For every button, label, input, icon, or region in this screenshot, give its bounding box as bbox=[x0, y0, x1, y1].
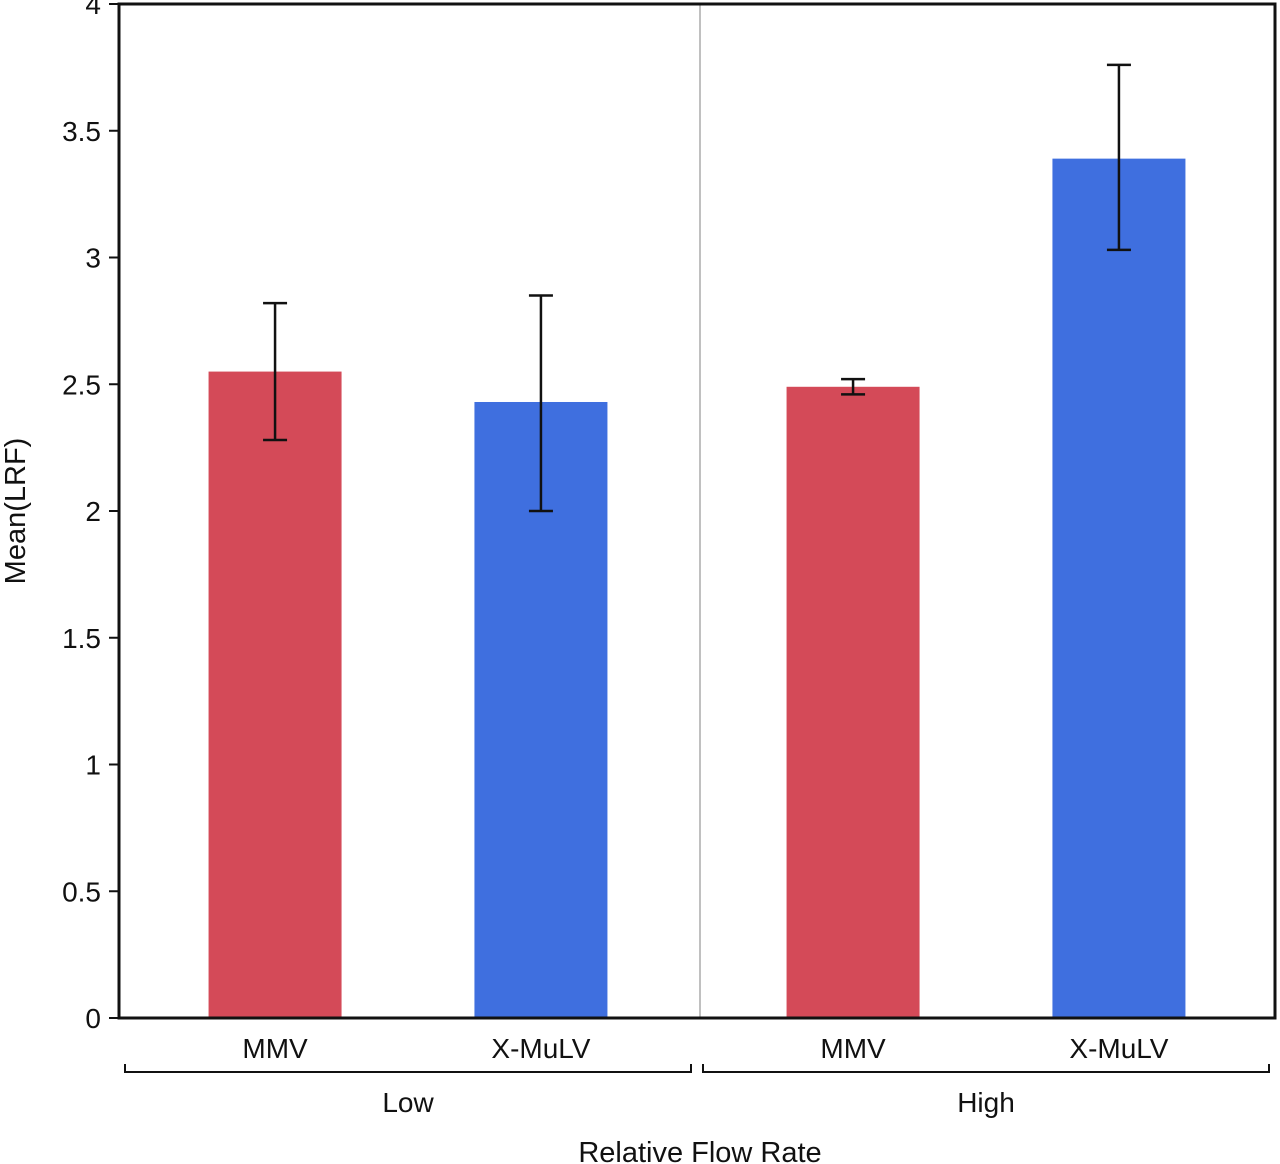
bar-high-x-mulv bbox=[1052, 158, 1186, 1018]
x-category-label: MMV bbox=[242, 1033, 308, 1064]
y-tick-label: 1 bbox=[85, 750, 101, 781]
group-bracket bbox=[124, 1064, 692, 1073]
y-tick-label: 2.5 bbox=[62, 369, 101, 400]
x-category-label: X-MuLV bbox=[1069, 1033, 1168, 1064]
y-tick-label: 3.5 bbox=[62, 116, 101, 147]
y-tick-label: 3 bbox=[85, 243, 101, 274]
x-category-label: X-MuLV bbox=[491, 1033, 590, 1064]
bar-high-mmv bbox=[786, 386, 920, 1018]
x-category-label: MMV bbox=[820, 1033, 886, 1064]
y-tick-label: 0 bbox=[85, 1003, 101, 1034]
y-axis: 0 0.5 1 1.5 2 2.5 3 3.5 4 bbox=[62, 0, 119, 1034]
bars-layer bbox=[208, 158, 1186, 1018]
error-bars-layer bbox=[263, 63, 1131, 513]
x-group-label: Low bbox=[382, 1087, 434, 1118]
group-bracket bbox=[702, 1064, 1270, 1073]
x-group-label: High bbox=[957, 1087, 1015, 1118]
x-axis: MMV X-MuLV Low MMV X-MuLV High bbox=[124, 1033, 1270, 1118]
y-tick-label: 0.5 bbox=[62, 876, 101, 907]
y-axis-title: Mean(LRF) bbox=[0, 438, 32, 585]
x-axis-title: Relative Flow Rate bbox=[578, 1137, 821, 1164]
bar-low-mmv bbox=[208, 371, 342, 1018]
y-tick-label: 4 bbox=[85, 0, 101, 20]
y-tick-label: 1.5 bbox=[62, 623, 101, 654]
y-tick-label: 2 bbox=[85, 496, 101, 527]
